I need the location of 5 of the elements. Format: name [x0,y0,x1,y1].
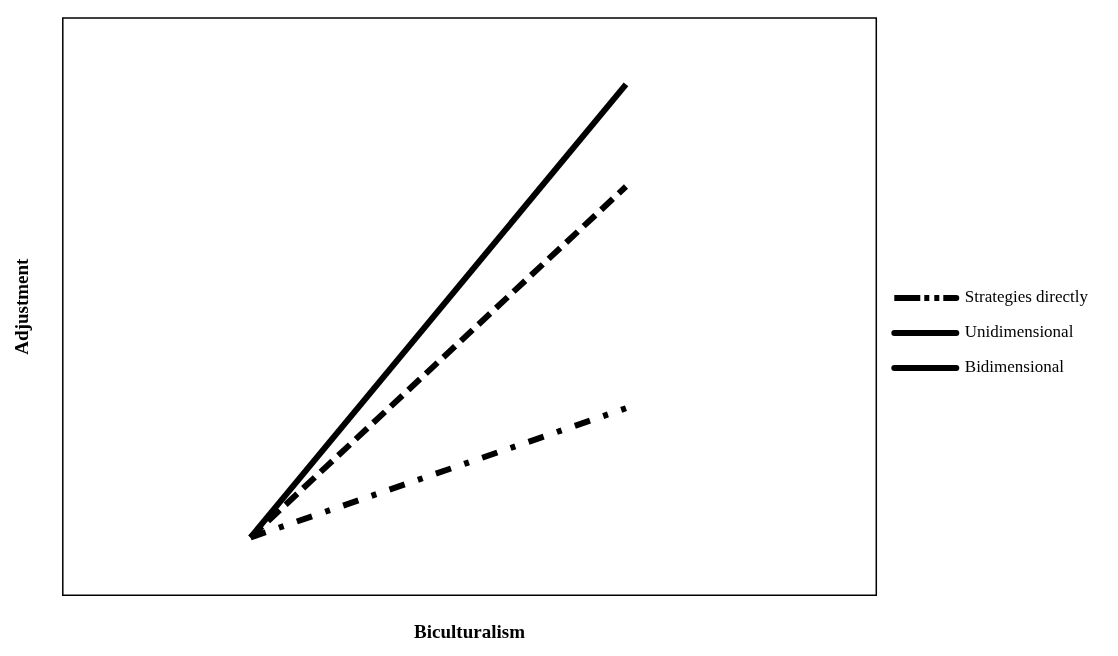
legend-label: Unidimensional [964,322,1074,342]
legend-label: Strategies directly [964,287,1089,307]
legend-label: Bidimensional [964,357,1065,377]
y-axis-title: Adjustment [11,257,33,355]
x-axis-title: Biculturalism [414,620,526,642]
